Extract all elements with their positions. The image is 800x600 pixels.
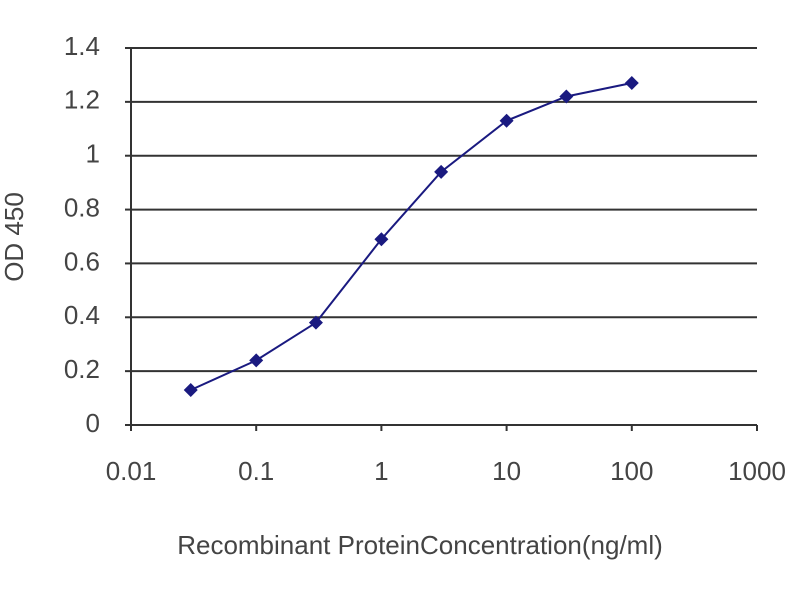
data-point	[308, 315, 323, 330]
y-tick-label: 0.8	[64, 192, 100, 222]
y-tick-label: 0	[86, 408, 100, 438]
y-tick-label: 0.6	[64, 246, 100, 276]
y-tick-label: 0.2	[64, 354, 100, 384]
x-tick-label: 0.1	[238, 456, 274, 486]
data-point	[434, 164, 449, 179]
data-point	[249, 353, 264, 368]
x-axis-label: Recombinant ProteinConcentration(ng/ml)	[177, 530, 663, 560]
x-tick-label: 0.01	[106, 456, 157, 486]
y-tick-label: 0.4	[64, 300, 100, 330]
data-point	[183, 382, 198, 397]
data-point	[559, 89, 574, 104]
y-axis-label: OD 450	[0, 192, 29, 282]
y-tick-label: 1.2	[64, 85, 100, 115]
y-tick-label: 1	[86, 139, 100, 169]
x-tick-label: 10	[492, 456, 521, 486]
series-line	[190, 82, 633, 391]
data-point	[499, 113, 514, 128]
data-point	[624, 76, 639, 91]
data-point	[374, 232, 389, 247]
x-tick-label: 100	[610, 456, 653, 486]
x-tick-label: 1000	[728, 456, 786, 486]
x-tick-label: 1	[374, 456, 388, 486]
y-tick-label: 1.4	[64, 31, 100, 61]
